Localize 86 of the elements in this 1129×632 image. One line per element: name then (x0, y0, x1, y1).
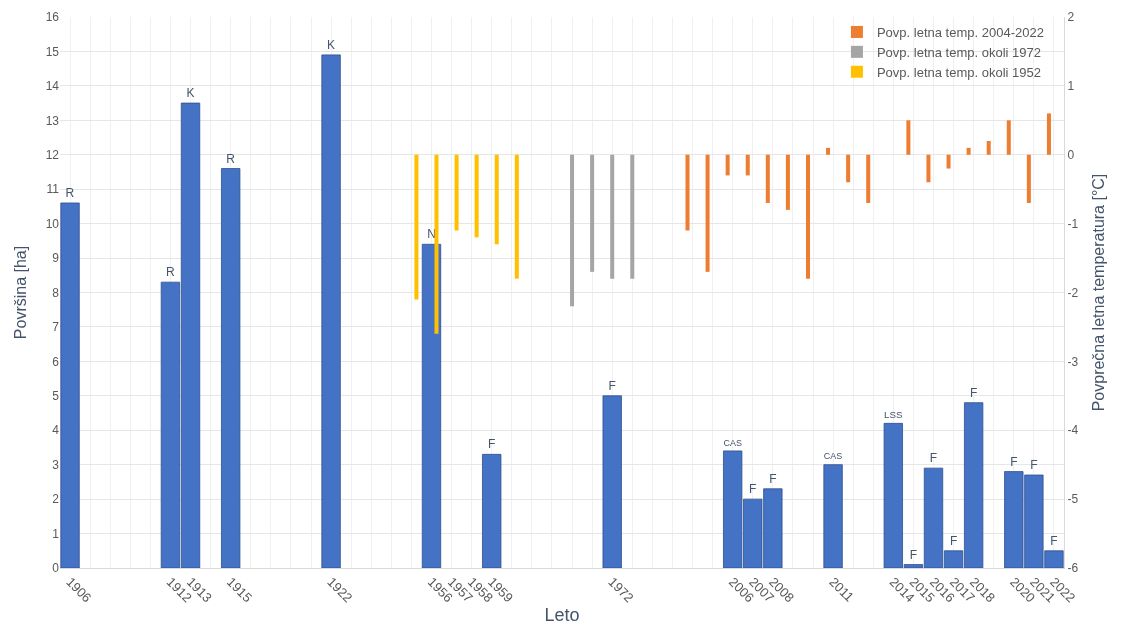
bar (482, 453, 502, 568)
bar (321, 54, 341, 568)
bar (765, 154, 770, 203)
data-label: K (186, 86, 195, 101)
y-tick-label: 14 (45, 79, 60, 94)
y2-tick-label: 1 (1067, 79, 1075, 94)
bar (434, 154, 439, 334)
bar (1026, 154, 1031, 203)
bar (590, 154, 595, 272)
y-tick-label: 10 (45, 216, 60, 231)
y-axis-title: Površina [ha] (11, 245, 29, 340)
bar (946, 154, 951, 169)
data-label: F (929, 451, 938, 466)
data-label: F (1010, 454, 1018, 469)
y-tick-label: 12 (45, 147, 60, 162)
y2-tick-label: -5 (1067, 492, 1079, 507)
bar (805, 154, 810, 279)
data-label: F (969, 385, 978, 400)
bar (570, 154, 575, 307)
bar (926, 154, 931, 183)
bar (221, 168, 241, 568)
y-tick-label: 4 (52, 423, 60, 438)
bar (60, 202, 80, 568)
bar (966, 147, 971, 155)
y-tick-label: 9 (52, 251, 60, 266)
y2-tick-label: -4 (1067, 423, 1079, 438)
x-axis-title: Leto (544, 605, 580, 626)
bar (823, 464, 843, 568)
bar (866, 154, 871, 203)
data-label: F (1050, 533, 1058, 548)
bar (986, 140, 991, 155)
data-label: CAS (723, 437, 742, 448)
bar (745, 154, 750, 176)
y-tick-label: 6 (52, 354, 60, 369)
bar (602, 395, 622, 568)
bar (906, 120, 911, 155)
y-tick-label: 3 (52, 457, 60, 472)
bar (1006, 120, 1011, 155)
data-label: CAS (823, 451, 843, 462)
y-tick-label: 7 (52, 320, 60, 335)
data-label: F (488, 437, 496, 452)
data-label: F (769, 471, 777, 486)
y-tick-label: 2 (52, 492, 60, 507)
legend-label: Povp. letna temp. okoli 1952 (876, 64, 1041, 80)
bar (725, 154, 730, 176)
y2-axis-title: Povprečna letna temperatura [°C] (1090, 173, 1108, 412)
bar (846, 154, 851, 183)
bar (785, 154, 790, 210)
bar (514, 154, 519, 279)
y2-tick-label: -3 (1067, 354, 1079, 369)
bar (474, 154, 479, 238)
bar (1046, 113, 1051, 155)
data-label: LSS (884, 408, 904, 420)
data-label: F (909, 547, 918, 562)
y-tick-label: 8 (52, 285, 60, 300)
y2-tick-label: -2 (1067, 285, 1079, 300)
data-label: R (165, 265, 175, 280)
bar (685, 154, 690, 231)
data-label: F (949, 533, 958, 548)
y2-tick-label: 0 (1067, 147, 1075, 162)
data-label: F (749, 482, 757, 497)
data-label: F (1030, 458, 1038, 473)
y-tick-label: 1 (52, 526, 60, 541)
legend-label: Povp. letna temp. 2004-2022 (876, 25, 1044, 41)
bar (826, 147, 831, 155)
data-label: R (226, 151, 236, 166)
y-tick-label: 16 (45, 10, 60, 25)
y-tick-label: 15 (45, 44, 60, 59)
bar (414, 154, 419, 300)
bar (630, 154, 635, 279)
y-tick-label: 5 (52, 389, 60, 404)
data-label: R (65, 185, 75, 200)
bar (494, 154, 499, 245)
y2-tick-label: -1 (1067, 216, 1079, 231)
bar (610, 154, 615, 279)
y2-tick-label: -6 (1067, 561, 1079, 576)
bar (421, 243, 442, 568)
y-tick-label: 0 (52, 561, 60, 576)
data-label: F (608, 378, 616, 393)
bar (705, 154, 710, 272)
legend-label: Povp. letna temp. okoli 1972 (876, 44, 1041, 60)
y-tick-label: 11 (46, 182, 60, 197)
y2-tick-label: 2 (1067, 10, 1075, 25)
bar (454, 154, 459, 231)
y-tick-label: 13 (45, 113, 60, 128)
data-label: K (327, 37, 336, 52)
